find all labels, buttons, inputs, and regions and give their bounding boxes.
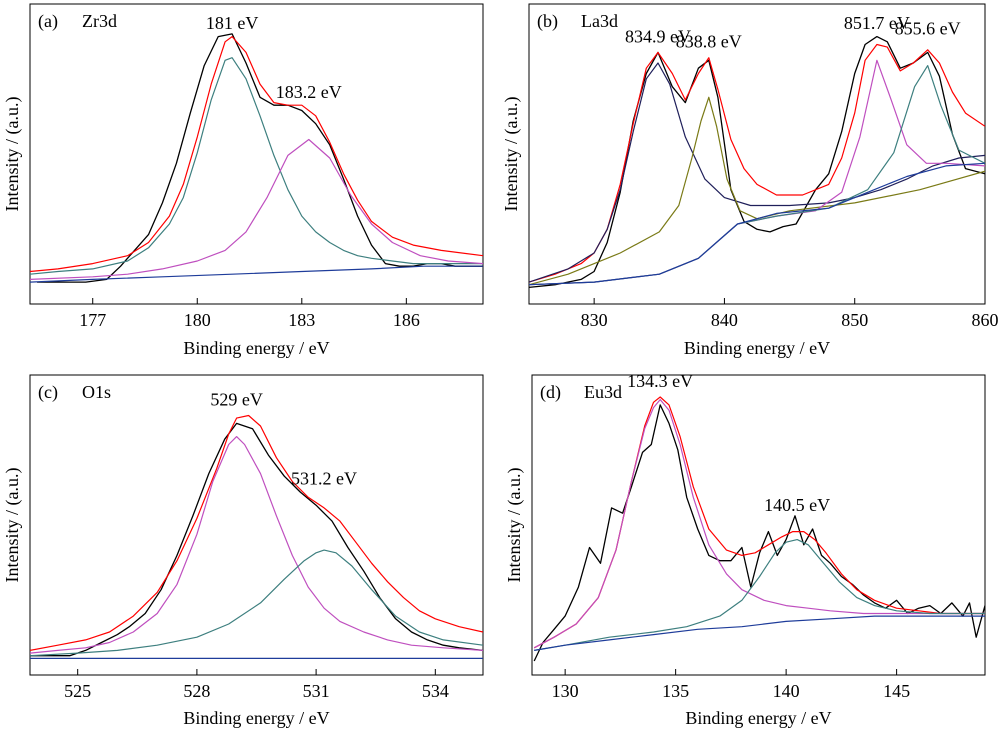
panel-b-series-5-line	[529, 59, 985, 286]
panel-b-xtick-label-4: 860	[972, 310, 999, 330]
panel-b-xtick-label-2: 840	[711, 310, 738, 330]
panel-b-series-2-line	[529, 43, 985, 283]
panel-d: 130 135 140 145 134.3 eV 140.5 eV (d) Eu3d B…	[504, 371, 986, 728]
panel-c-series-4-line	[30, 549, 483, 657]
panel-b-series-1-line	[529, 35, 985, 289]
panel-b-series-3-line	[529, 62, 985, 283]
panel-b-peak-label-3: 851.7 eV	[844, 13, 910, 33]
panel-a-peak-label-2: 183.2 eV	[276, 82, 342, 102]
panel-d-peak-label-2: 140.5 eV	[764, 495, 830, 515]
panel-a-xtick-label-2: 180	[184, 310, 211, 330]
panel-c-series-3-line	[30, 436, 483, 654]
panel-a-series-1-line	[37, 33, 483, 283]
panel-b-series	[529, 35, 985, 289]
panel-c-ylabel: Intensity / (a.u.)	[2, 468, 23, 583]
panel-a-series-3-line	[30, 57, 483, 275]
panel-a-peak-labels: 181 eV 183.2 eV	[206, 13, 342, 102]
panel-c-xtick-label-1: 525	[64, 681, 91, 701]
panel-b-label: (b)	[537, 11, 558, 32]
panel-d-series-3-line	[533, 399, 985, 649]
panel-a-ylabel: Intensity / (a.u.)	[2, 97, 23, 212]
panel-a-ticks: 177 180 183 186	[79, 298, 420, 330]
panel-a-series	[30, 33, 483, 283]
panel-a-title: Zr3d	[82, 11, 117, 31]
panel-c-xtick-label-4: 534	[422, 681, 449, 701]
panel-d-ticks: 130 135 140 145	[552, 669, 910, 701]
panel-d-xtick-label-4: 145	[883, 681, 910, 701]
panel-a-series-2-line	[30, 35, 483, 273]
panel-a-series-5-line	[30, 265, 483, 283]
panel-b-xlabel: Binding energy / eV	[684, 338, 830, 358]
panel-c-xtick-label-3: 531	[303, 681, 330, 701]
panel-c-peak-label-2: 531.2 eV	[291, 469, 357, 489]
panel-a-xtick-label-1: 177	[79, 310, 106, 330]
panel-d-series-4-line	[534, 538, 985, 651]
panel-a-xlabel: Binding energy / eV	[183, 338, 329, 358]
panel-d-series-1-line	[533, 404, 985, 662]
panel-b-xtick-label-1: 830	[581, 310, 608, 330]
panel-b-series-6-line	[529, 64, 985, 286]
panel-c-series-2-line	[30, 414, 483, 651]
panel-a-xtick-label-3: 183	[288, 310, 315, 330]
panel-b-series-7-line	[529, 162, 985, 286]
panel-a-frame	[29, 3, 484, 305]
panel-a-peak-label-1: 181 eV	[206, 13, 259, 33]
panel-a-label: (a)	[38, 11, 58, 32]
panel-b-peak-label-4: 855.6 eV	[895, 18, 961, 38]
panel-b-peak-label-1: 834.9 eV	[625, 26, 691, 46]
panel-d-peak-label-1: 134.3 eV	[627, 371, 693, 391]
panel-a-xtick-label-4: 186	[393, 310, 420, 330]
panel-d-xtick-label-2: 135	[662, 681, 689, 701]
panel-d-xlabel: Binding energy / eV	[685, 708, 831, 728]
panel-b-series-4-line	[529, 96, 985, 286]
panel-d-series-5-line	[534, 615, 985, 651]
panel-d-ylabel: Intensity / (a.u.)	[504, 468, 525, 583]
panel-b-xtick-label-3: 850	[841, 310, 868, 330]
panel-d-series	[533, 396, 985, 662]
panel-d-frame	[531, 374, 986, 676]
panel-c-series-1-line	[30, 422, 483, 657]
panel-d-xtick-label-1: 130	[552, 681, 579, 701]
panel-c-title: O1s	[82, 382, 111, 402]
panel-d-xtick-label-3: 140	[773, 681, 800, 701]
panel-d-series-2-line	[533, 396, 985, 649]
panel-c-label: (c)	[38, 382, 58, 403]
panel-b-frame	[528, 3, 986, 305]
panel-b-title: La3d	[581, 11, 618, 31]
panel-d-label: (d)	[540, 382, 561, 403]
panel-b-ticks: 830 840 850 860	[581, 298, 999, 330]
panel-c-frame	[29, 374, 484, 676]
panel-c-xtick-label-2: 528	[183, 681, 210, 701]
panel-b-ylabel: Intensity / (a.u.)	[501, 97, 522, 212]
panel-c-xlabel: Binding energy / eV	[183, 708, 329, 728]
panel-a: 177 180 183 186 181 eV 183.2 eV (a) Zr3d Bin…	[2, 3, 484, 358]
panel-d-title: Eu3d	[584, 382, 622, 402]
panel-b-peak-label-2: 838.8 eV	[676, 32, 742, 52]
panel-c-series	[30, 414, 483, 660]
panel-c-peak-labels: 529 eV 531.2 eV	[210, 389, 357, 488]
panel-a-series-4-line	[30, 138, 483, 280]
panel-c-ticks: 525 528 531 534	[64, 669, 449, 701]
panel-d-peak-labels: 134.3 eV 140.5 eV	[627, 371, 830, 515]
panel-c-peak-label-1: 529 eV	[210, 389, 263, 409]
panel-c: 525 528 531 534 529 eV 531.2 eV (c) O1s Bind…	[2, 374, 484, 728]
